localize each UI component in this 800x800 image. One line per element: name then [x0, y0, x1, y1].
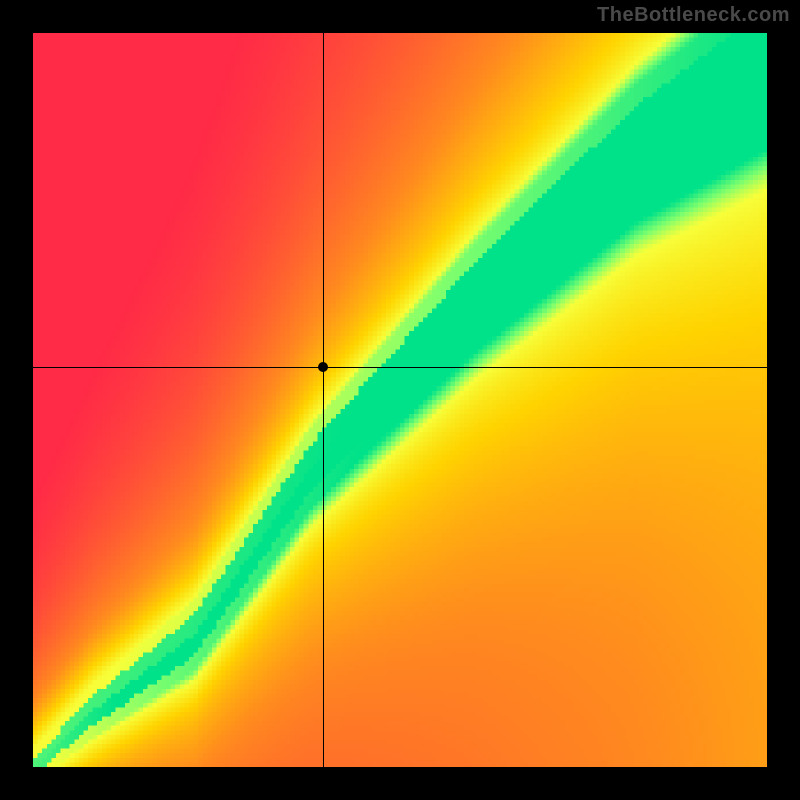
crosshair-horizontal — [33, 367, 767, 368]
chart-container: TheBottleneck.com — [0, 0, 800, 800]
heatmap-canvas — [33, 33, 767, 767]
crosshair-marker — [318, 362, 328, 372]
crosshair-vertical — [323, 33, 324, 767]
watermark: TheBottleneck.com — [597, 4, 790, 27]
plot-area — [33, 33, 767, 767]
